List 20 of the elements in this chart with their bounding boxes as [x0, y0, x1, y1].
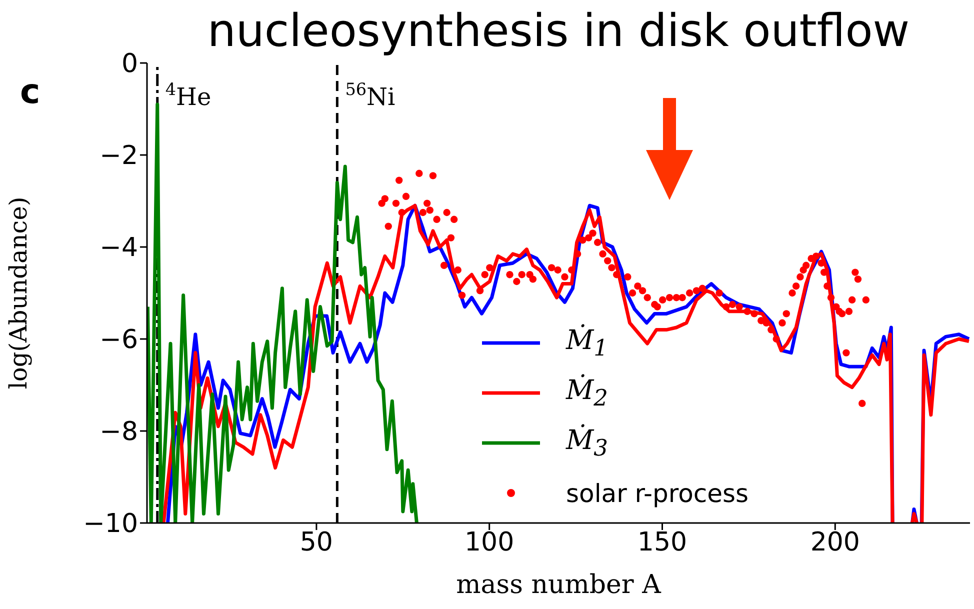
- ref-line-label: $^{4}$He: [165, 79, 212, 111]
- y-axis-title: log(Abundance): [4, 196, 33, 390]
- y-tick-label: −6: [100, 325, 138, 356]
- legend-label: Ṁ$_{1}$: [566, 324, 608, 362]
- x-tick-label: 150: [637, 527, 688, 558]
- x-tick-label: 50: [300, 527, 333, 558]
- legend-label: solar r-process: [566, 478, 749, 508]
- x-axis-title: mass number A: [456, 570, 662, 600]
- ref-line-label: $^{56}$Ni: [345, 79, 396, 111]
- text: c: [20, 72, 40, 112]
- y-tick-label: −2: [100, 141, 138, 172]
- legend-label: Ṁ$_{3}$: [566, 424, 608, 462]
- y-tick-label: −4: [100, 233, 138, 264]
- legend-label: Ṁ$_{2}$: [566, 374, 608, 412]
- x-tick-label: 200: [810, 527, 860, 558]
- y-tick-label: −8: [100, 417, 138, 448]
- y-tick-label: −10: [83, 509, 138, 540]
- x-tick-label: 100: [464, 527, 514, 558]
- chart-title: nucleosynthesis in disk outflow: [206, 4, 911, 57]
- y-tick-label: 0: [121, 49, 138, 80]
